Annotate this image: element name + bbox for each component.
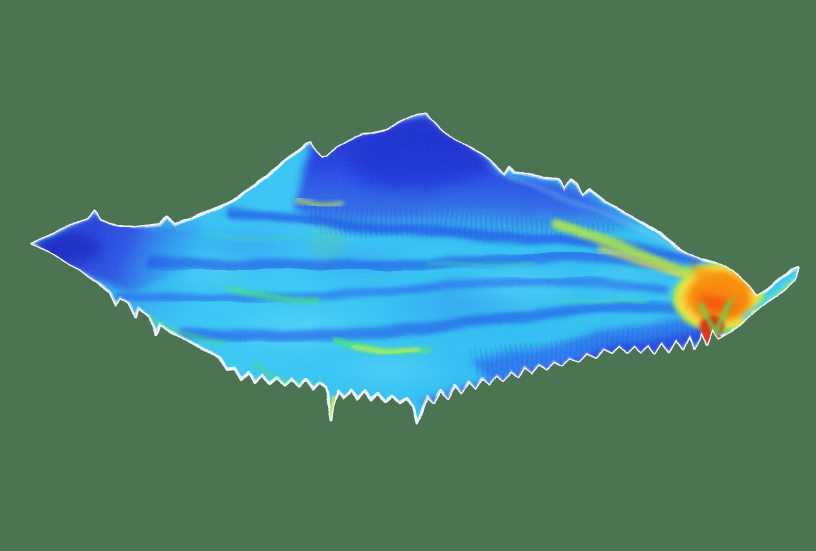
surface-plot-canvas <box>0 0 816 551</box>
surface-plot-figure <box>0 0 816 551</box>
